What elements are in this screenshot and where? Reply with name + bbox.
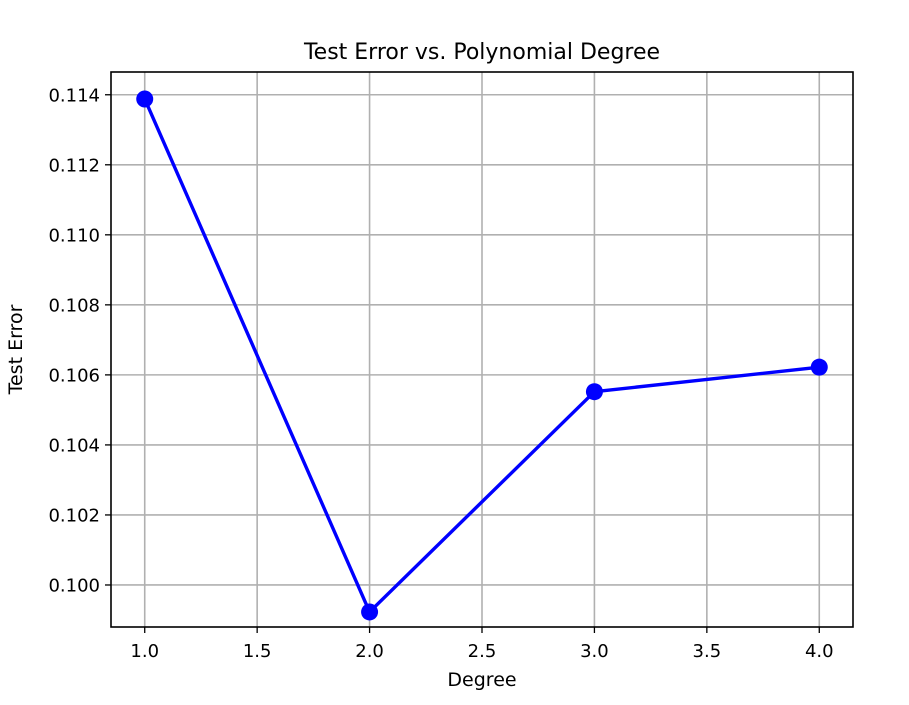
x-axis-label: Degree (447, 669, 516, 691)
axis-ticks: 1.0 1.5 2.0 2.5 3.0 3.5 4.0 0.100 0.102 0.104 0.10… (48, 85, 833, 662)
x-tick-label: 1.5 (243, 641, 272, 662)
series-line (143, 97, 821, 614)
x-tick-label: 1.0 (130, 641, 159, 662)
y-tick-label: 0.110 (48, 225, 100, 246)
y-tick-label: 0.104 (48, 435, 100, 456)
data-point (361, 603, 379, 621)
x-tick-label: 2.0 (355, 641, 384, 662)
x-tick-label: 3.0 (580, 641, 609, 662)
y-tick-label: 0.112 (48, 155, 100, 176)
y-tick-label: 0.108 (48, 295, 100, 316)
data-point (810, 358, 828, 376)
chart-title: Test Error vs. Polynomial Degree (303, 40, 660, 65)
data-series (136, 90, 828, 621)
data-point (136, 90, 154, 108)
y-tick-label: 0.102 (48, 505, 100, 526)
x-tick-label: 3.5 (693, 641, 722, 662)
y-axis-label: Test Error (5, 304, 27, 395)
y-tick-label: 0.114 (48, 85, 100, 106)
y-tick-label: 0.106 (48, 365, 100, 386)
x-tick-label: 4.0 (805, 641, 834, 662)
y-tick-label: 0.100 (48, 575, 100, 596)
x-tick-label: 2.5 (468, 641, 497, 662)
data-point (585, 383, 603, 401)
